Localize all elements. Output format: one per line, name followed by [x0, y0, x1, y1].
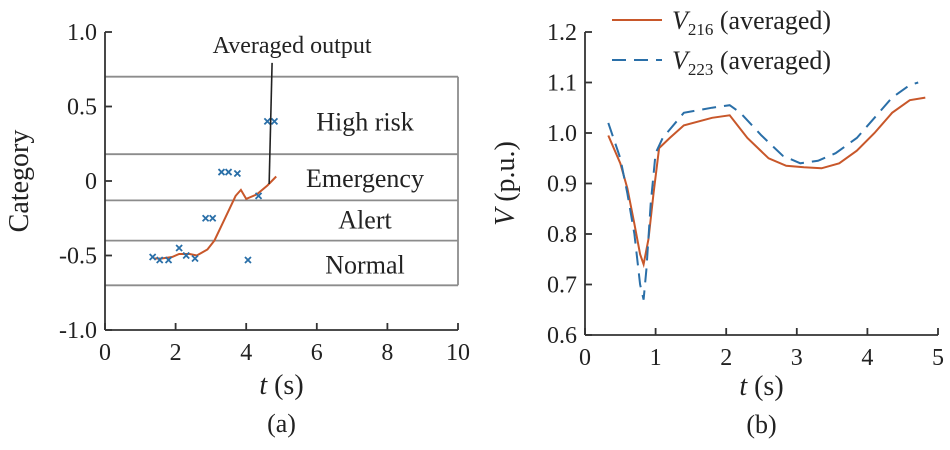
y-tick-label: 0.5 — [67, 95, 97, 121]
legend-entry-216: V216 (averaged) — [672, 6, 831, 39]
annotation-text: Averaged output — [213, 33, 372, 59]
y-tick-label: 0.7 — [547, 273, 577, 299]
zone-label: High risk — [316, 107, 414, 136]
x-axis-label: t (s) — [259, 370, 303, 401]
x-axis-label-sep — [267, 370, 274, 401]
x-tick-label: 4 — [861, 345, 873, 371]
panel-label: (a) — [267, 409, 296, 438]
panel-b: 1.2 1.1 1.0 0.9 0.8 0.7 0.60 1 2 3 4 5 V (p.u.) t (s)… — [490, 6, 944, 439]
x-tick-label: 0 — [579, 345, 591, 371]
x-tick-label: 2 — [170, 340, 182, 366]
scatter-point — [263, 117, 272, 126]
x-axis-label-sep — [747, 371, 754, 402]
scatter-point — [244, 256, 252, 264]
y-tick-label: 0.8 — [547, 222, 577, 248]
y-axis-label: Category — [4, 130, 35, 233]
x-tick-label: 10 — [446, 340, 470, 366]
scatter-point — [224, 168, 233, 176]
zone-label: Normal — [325, 250, 404, 279]
x-tick-label: 6 — [311, 340, 323, 366]
legend-var: V — [672, 46, 691, 75]
legend-subscript: 216 — [688, 20, 714, 39]
scatter-point — [149, 253, 157, 261]
y-tick-label: 0.9 — [547, 172, 577, 198]
averaged-output-line — [154, 175, 277, 260]
scatter-point — [201, 214, 210, 222]
y-tick-label: -0.5 — [59, 244, 97, 270]
panel-label: (b) — [746, 410, 776, 439]
x-axis-label-var: t — [739, 371, 748, 402]
x-axis-label-unit: (s) — [754, 371, 784, 402]
series-line-223 — [607, 81, 919, 300]
x-axis-label: t (s) — [739, 371, 783, 402]
scatter-point — [270, 117, 279, 126]
y-tick-label: 1.2 — [547, 20, 577, 46]
annotation-leader-line — [268, 62, 273, 184]
x-tick-label: 8 — [381, 340, 393, 366]
x-tick-label: 2 — [720, 345, 732, 371]
y-axis-label-sep — [490, 202, 521, 209]
y-axis-label-unit: (p.u.) — [490, 141, 521, 202]
x-axis-label-unit: (s) — [274, 370, 304, 401]
y-tick-label: 0 — [85, 169, 97, 195]
y-tick-label: 1.0 — [67, 20, 97, 46]
scatter-point — [191, 254, 199, 263]
legend-subscript: 223 — [688, 60, 714, 79]
x-axis-label-var: t — [259, 370, 268, 401]
y-axis-label: V (p.u.) — [490, 141, 521, 226]
scatter-point — [209, 214, 217, 222]
legend-suffix: (averaged) — [713, 46, 831, 75]
scatter-point — [217, 168, 226, 176]
y-tick-label: 1.0 — [547, 121, 577, 147]
legend-suffix: (averaged) — [713, 6, 831, 35]
scatter-point — [175, 244, 183, 252]
scatter-point — [164, 256, 173, 264]
scatter-point — [254, 192, 263, 200]
y-tick-label: 1.1 — [547, 71, 577, 97]
scatter-point — [182, 251, 190, 260]
scatter-point — [156, 256, 164, 264]
zone-label: Emergency — [306, 164, 424, 193]
legend-entry-223: V223 (averaged) — [672, 46, 831, 79]
legend-var: V — [672, 6, 691, 35]
zone-label: Alert — [338, 206, 392, 235]
y-tick-label: -1.0 — [59, 318, 97, 344]
series-line-216 — [607, 96, 926, 269]
y-axis-label-var: V — [490, 206, 521, 226]
x-tick-label: 1 — [650, 345, 662, 371]
x-tick-label: 5 — [932, 345, 944, 371]
x-tick-label: 3 — [791, 345, 803, 371]
x-tick-label: 0 — [99, 340, 111, 366]
x-tick-label: 4 — [240, 340, 252, 366]
y-tick-label: 0.6 — [547, 323, 577, 349]
scatter-point — [233, 169, 242, 178]
